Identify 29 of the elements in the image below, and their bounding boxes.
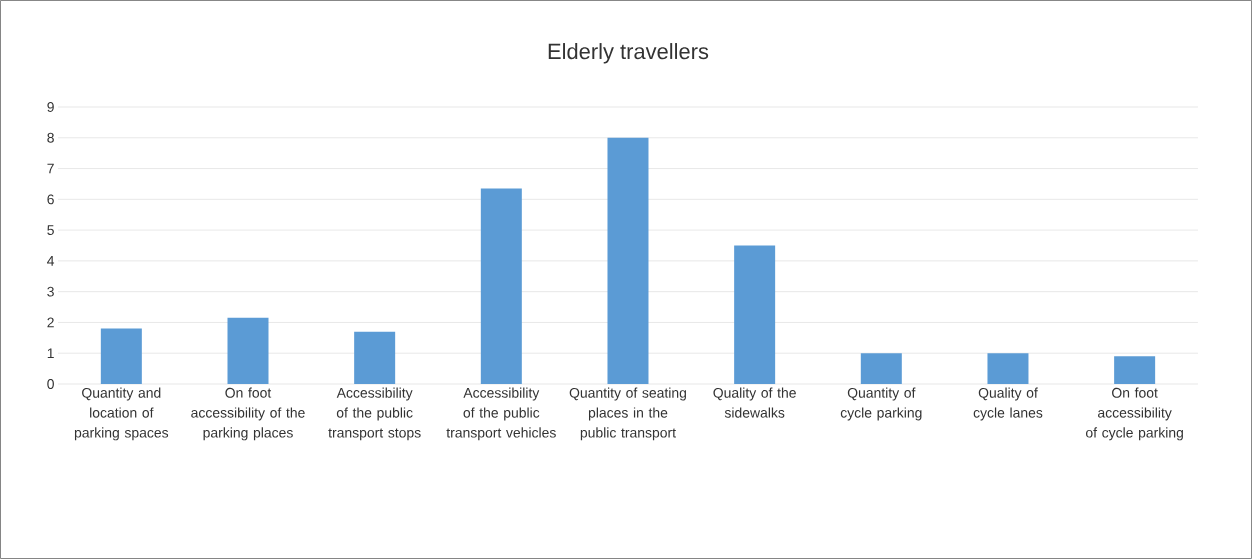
y-tick-label: 7 bbox=[47, 163, 54, 174]
x-tick-label: Quality of cycle lanes bbox=[973, 387, 1043, 421]
x-tick-label: Quantity of cycle parking bbox=[840, 387, 922, 421]
bar bbox=[734, 245, 776, 384]
bar bbox=[354, 331, 396, 384]
bar bbox=[1114, 356, 1156, 384]
x-tick-label: Quality of the sidewalks bbox=[713, 387, 796, 418]
x-tick-label: Quantity and location of parking spaces bbox=[74, 387, 169, 441]
x-tick-label: Quantity of seating places in the public transport bbox=[569, 387, 686, 441]
y-tick-label: 0 bbox=[47, 379, 54, 389]
bar bbox=[607, 137, 649, 384]
x-tick-label: Accessibility of the public transport vehicles bbox=[446, 387, 556, 441]
bar bbox=[480, 188, 522, 384]
y-tick-label: 5 bbox=[47, 225, 54, 235]
y-tick-label: 1 bbox=[47, 348, 54, 359]
y-tick-label: 6 bbox=[47, 194, 54, 205]
bar bbox=[987, 353, 1029, 384]
x-tick-label: On foot accessibility of the parking places bbox=[191, 387, 305, 441]
chart-title: Elderly travellers bbox=[548, 43, 709, 64]
bar bbox=[100, 328, 142, 384]
y-tick-label: 3 bbox=[47, 286, 54, 297]
y-tick-label: 8 bbox=[47, 132, 54, 143]
bar bbox=[860, 353, 902, 384]
x-tick-label: Accessibility of the public transport stops bbox=[328, 387, 421, 441]
bar bbox=[227, 317, 269, 384]
y-tick-label: 9 bbox=[47, 102, 54, 112]
y-tick-label: 4 bbox=[47, 256, 55, 266]
y-tick-label: 2 bbox=[47, 317, 54, 328]
x-tick-label: On foot accessibility of cycle parking bbox=[1085, 387, 1183, 441]
